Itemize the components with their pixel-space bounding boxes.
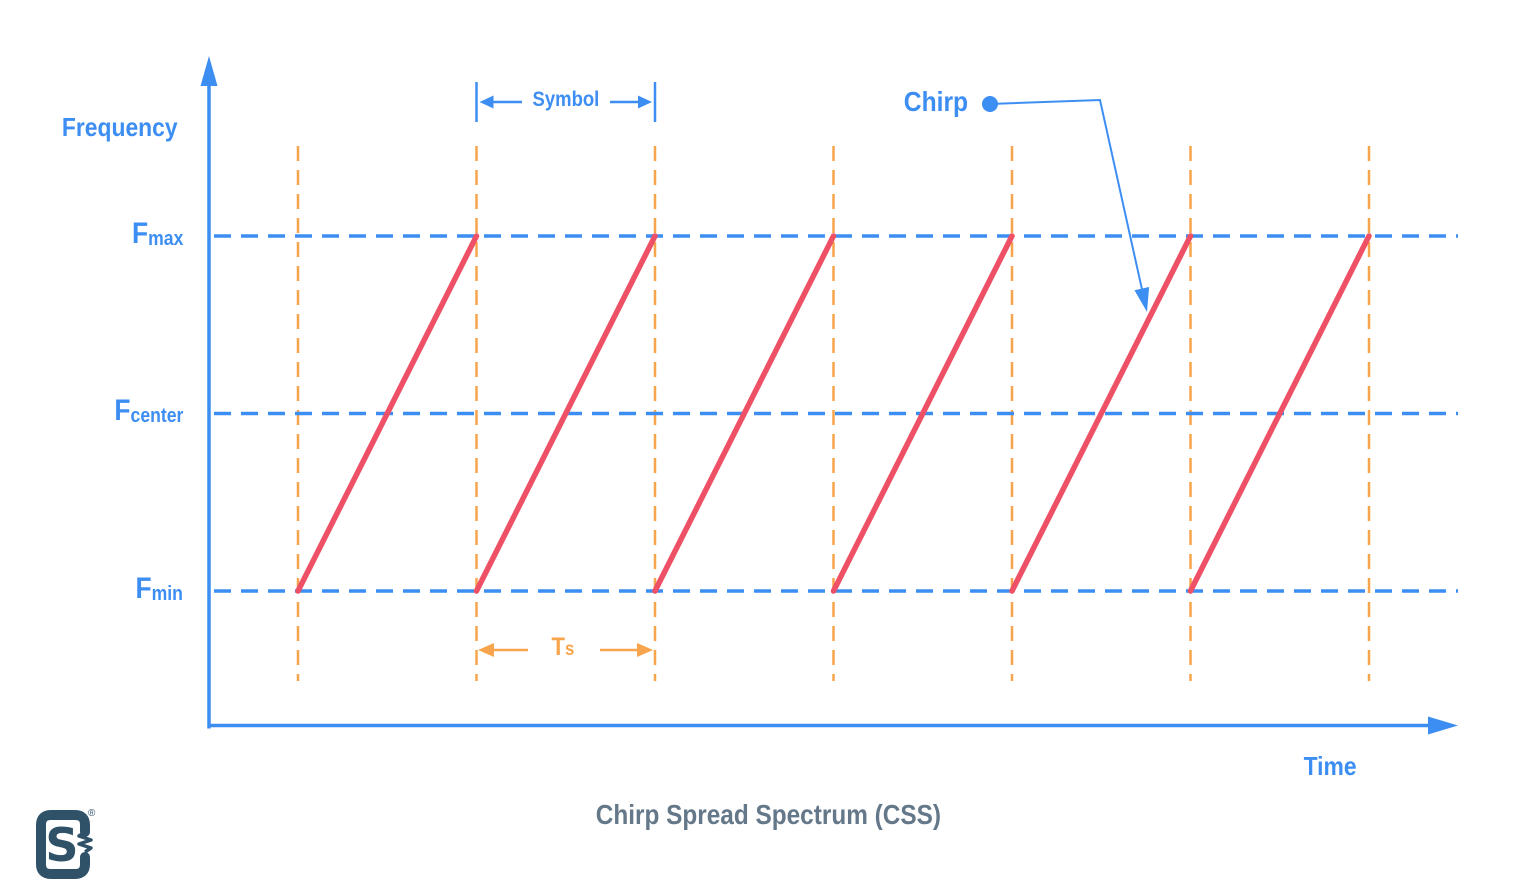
ts-measure-right-arrowhead xyxy=(637,643,653,657)
chirp-pointer-line xyxy=(989,98,1144,291)
y-axis-arrowhead xyxy=(200,56,218,86)
x-axis-label-text: Time xyxy=(1303,751,1357,781)
symbol-annotation-text: Symbol xyxy=(532,88,600,111)
chirp-line xyxy=(830,233,1015,594)
y-axis-label-text: Frequency xyxy=(62,112,178,142)
tick-fcenter-main: F xyxy=(114,394,131,427)
chirp-line xyxy=(295,233,480,594)
brand-logo: ® S xyxy=(36,808,96,879)
tick-fmin-sub: min xyxy=(151,583,183,605)
chirp-line xyxy=(652,233,837,594)
registered-trademark-icon: ® xyxy=(88,808,96,819)
ts-annotation-label: Ts xyxy=(513,633,613,662)
ts-annotation-main: T xyxy=(551,633,566,661)
logo-letter-s: S xyxy=(45,818,78,872)
diagram-title: Chirp Spread Spectrum (CSS) xyxy=(0,799,1536,831)
logo-frame-shape xyxy=(36,810,90,879)
chirp-pointer-arrowhead xyxy=(1134,286,1150,312)
tick-fmin: Fmin xyxy=(136,572,183,606)
tick-fmin-main: F xyxy=(135,572,152,605)
diagram-title-text: Chirp Spread Spectrum (CSS) xyxy=(595,799,941,830)
x-axis-label: Time xyxy=(1270,751,1390,782)
symbol-measure-right-arrowhead xyxy=(638,95,652,109)
y-axis-label: Frequency xyxy=(40,112,200,143)
tick-fmax-main: F xyxy=(131,217,148,250)
tick-fmax: Fmax xyxy=(132,217,183,251)
ts-annotation-sub: s xyxy=(565,639,575,660)
logo-spring-icon xyxy=(77,830,93,854)
chirp-annotation-label: Chirp xyxy=(840,86,968,118)
chirp-line xyxy=(473,233,658,594)
tick-fcenter: Fcenter xyxy=(114,394,183,428)
symbol-annotation-label: Symbol xyxy=(506,88,626,112)
tick-fcenter-sub: center xyxy=(130,405,183,427)
chirp-line xyxy=(1187,233,1372,594)
chirp-line xyxy=(1009,233,1194,594)
tick-fmax-sub: max xyxy=(147,228,183,250)
chirp-annotation-text: Chirp xyxy=(903,86,968,117)
symbol-measure-left-arrowhead xyxy=(479,95,494,109)
x-axis-arrowhead xyxy=(1428,716,1458,735)
ts-measure-left-arrowhead xyxy=(478,643,494,657)
